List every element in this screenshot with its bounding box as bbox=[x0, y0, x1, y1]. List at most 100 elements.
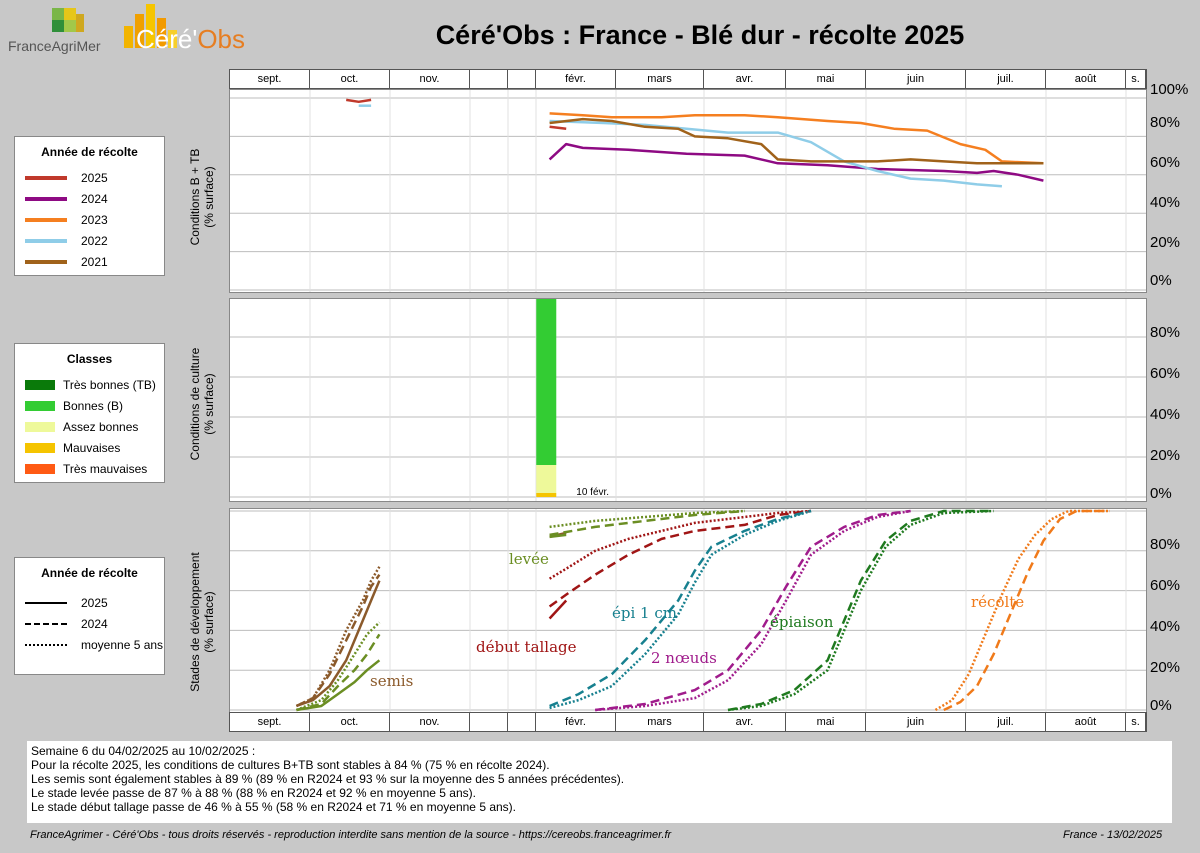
legend-line-solid bbox=[25, 601, 67, 604]
legend-styles: Année de récolte 2025 2024 moyenne 5 ans bbox=[14, 557, 165, 675]
classes-chart: 10 févr. bbox=[230, 299, 1146, 501]
series-line-2025 bbox=[549, 125, 567, 130]
stages-panel bbox=[229, 508, 1147, 713]
month-label: nov. bbox=[390, 713, 470, 731]
franceagrimer-logo: FranceAgriMer bbox=[6, 6, 106, 58]
series-line-2022 bbox=[549, 119, 1002, 188]
axis-label-unit: (% surface) bbox=[202, 373, 216, 435]
legend-swatch bbox=[25, 379, 55, 390]
legend-item: Très mauvaises bbox=[15, 458, 164, 479]
stage-line--piaison-moyenne-5-ans bbox=[727, 509, 994, 712]
month-label: avr. bbox=[704, 70, 786, 88]
stage-line-semis-2025 bbox=[295, 580, 381, 708]
footer-date: France - 13/02/2025 bbox=[1063, 829, 1163, 841]
legend-label: 2025 bbox=[81, 595, 108, 610]
stage-line-2-n-uds-2024 bbox=[595, 509, 911, 712]
month-axis-bottom: sept. oct. nov. févr. mars avr. mai juin juil. ao… bbox=[229, 712, 1147, 732]
month-label: mars bbox=[616, 70, 704, 88]
legend-item: Bonnes (B) bbox=[15, 395, 164, 416]
comment-line: Les semis sont également stables à 89 % … bbox=[31, 772, 625, 786]
stage-label-semis: semis bbox=[370, 672, 414, 690]
stage-line-r-colte-2024 bbox=[943, 509, 1110, 712]
legend-item: 2023 bbox=[15, 209, 164, 230]
month-label: s. bbox=[1126, 70, 1146, 88]
legend-label: 2024 bbox=[81, 616, 108, 631]
stage-line-d-but-tallage-2024 bbox=[548, 509, 812, 608]
conditions-chart bbox=[230, 90, 1146, 292]
month-label: mai bbox=[786, 713, 866, 731]
page-title: Céré'Obs : France - Blé dur - récolte 20… bbox=[435, 20, 965, 50]
axis-label-text: Conditions de culture bbox=[188, 347, 202, 461]
month-label: févr. bbox=[536, 713, 616, 731]
legend-label: 2023 bbox=[81, 212, 108, 227]
bar-segment-mauvaises bbox=[536, 493, 557, 497]
legend-swatch bbox=[25, 442, 55, 453]
cereobs-logo-part1: Céré' bbox=[136, 24, 198, 54]
axis-label-unit: (% surface) bbox=[202, 591, 216, 653]
stages-chart bbox=[230, 509, 1146, 712]
month-label: juin bbox=[866, 713, 966, 731]
legend-item: 2025 bbox=[15, 592, 164, 613]
legend-swatch bbox=[25, 421, 55, 432]
cereobs-logo-text: Céré'Obs bbox=[136, 24, 245, 55]
series-line-2023 bbox=[549, 112, 1044, 165]
stage-line-d-but-tallage-2025 bbox=[548, 599, 568, 620]
axis-label-text: Conditions B + TB bbox=[188, 148, 202, 246]
legend-item: 2022 bbox=[15, 230, 164, 251]
stage-line-d-but-tallage-moyenne-5-ans bbox=[548, 509, 812, 580]
y-tick: 40% bbox=[1150, 618, 1181, 635]
legend-line-dashed bbox=[25, 622, 67, 625]
month-label: nov. bbox=[390, 70, 470, 88]
legend-item: 2024 bbox=[15, 613, 164, 634]
y-tick: 40% bbox=[1150, 406, 1181, 423]
month-label: août bbox=[1046, 70, 1126, 88]
legend-label: 2025 bbox=[81, 170, 108, 185]
month-label: oct. bbox=[310, 70, 390, 88]
legend-label: moyenne 5 ans bbox=[81, 637, 164, 652]
axis-label-panel1: Conditions B + TB (% surface) bbox=[188, 107, 216, 287]
month-label bbox=[508, 70, 536, 88]
stage-line-lev-e-2024-f-v- bbox=[549, 509, 745, 537]
legend-item: 2024 bbox=[15, 188, 164, 209]
legend-swatch bbox=[25, 400, 55, 411]
month-label bbox=[508, 713, 536, 731]
axis-label-panel3: Stades de développement (% surface) bbox=[188, 527, 216, 717]
stage-line--pi-1-cm-2024 bbox=[549, 509, 812, 708]
cereobs-logo-part2: Obs bbox=[197, 24, 246, 54]
y-tick: 20% bbox=[1150, 659, 1181, 676]
legend-swatch bbox=[25, 196, 67, 201]
month-axis-top: sept. oct. nov. févr. mars avr. mai juin juil. ao… bbox=[229, 69, 1147, 89]
legend-item: moyenne 5 ans bbox=[15, 634, 164, 655]
legend-label: Bonnes (B) bbox=[63, 398, 124, 413]
month-label: oct. bbox=[310, 713, 390, 731]
comment-line: Le stade début tallage passe de 46 % à 5… bbox=[31, 800, 516, 814]
month-label: mai bbox=[786, 70, 866, 88]
legend-label: 2024 bbox=[81, 191, 108, 206]
y-tick: 0% bbox=[1150, 485, 1172, 502]
series-line-2024 bbox=[548, 142, 1044, 182]
legend-swatch bbox=[25, 259, 67, 264]
conditions-panel bbox=[229, 89, 1147, 293]
legend-swatch bbox=[25, 175, 67, 180]
legend-classes: Classes Très bonnes (TB) Bonnes (B) Asse… bbox=[14, 343, 165, 483]
axis-label-panel2: Conditions de culture (% surface) bbox=[188, 314, 216, 494]
cereobs-logo: Céré'Obs bbox=[122, 4, 245, 55]
bar-date-label: 10 févr. bbox=[576, 487, 609, 498]
y-tick: 60% bbox=[1150, 365, 1181, 382]
y-tick: 60% bbox=[1150, 577, 1181, 594]
legend-label: 2021 bbox=[81, 254, 108, 269]
stage-label-recolte: récolte bbox=[971, 593, 1025, 611]
month-label: sept. bbox=[230, 70, 310, 88]
month-label: juil. bbox=[966, 713, 1046, 731]
stage-line-lev-e-moyenne-5-ans bbox=[295, 621, 381, 712]
legend-item: 2025 bbox=[15, 167, 164, 188]
month-label: févr. bbox=[536, 70, 616, 88]
legend-label: Assez bonnes bbox=[63, 419, 139, 434]
legend-item: Mauvaises bbox=[15, 437, 164, 458]
month-label: juin bbox=[866, 70, 966, 88]
series-line-2025-nov- bbox=[346, 98, 372, 104]
legend-swatch bbox=[25, 238, 67, 243]
legend-item: Très bonnes (TB) bbox=[15, 374, 164, 395]
y-tick: 100% bbox=[1150, 81, 1189, 98]
month-label: août bbox=[1046, 713, 1126, 731]
